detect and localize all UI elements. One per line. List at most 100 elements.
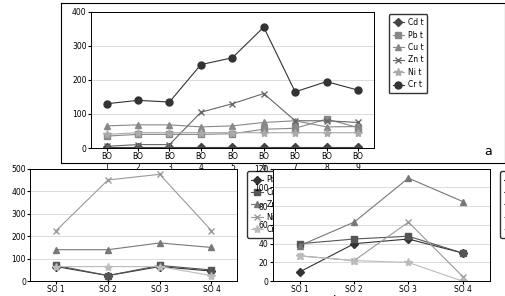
- Cd t: [229, 146, 235, 149]
- Zn t: [198, 110, 204, 114]
- Crt: [209, 274, 215, 277]
- Ni t: [167, 131, 173, 134]
- Cd t: [167, 146, 173, 149]
- Cu t: [292, 119, 298, 123]
- Nit: [53, 229, 59, 232]
- Cd t: [198, 146, 204, 149]
- Cut: [157, 264, 163, 267]
- Pb t: [229, 132, 235, 136]
- Cr d: [351, 259, 357, 262]
- Cu d: [460, 251, 466, 255]
- Cu d: [406, 234, 412, 238]
- Cut: [105, 274, 111, 277]
- Ni d: [460, 275, 466, 278]
- Line: Cd t: Cd t: [104, 144, 361, 150]
- Line: Cu t: Cu t: [104, 118, 361, 130]
- Ni t: [135, 131, 141, 134]
- Cd t: [355, 146, 361, 149]
- Ni t: [261, 131, 267, 134]
- Zn t: [261, 92, 267, 95]
- Ni d: [406, 220, 412, 224]
- Nit: [157, 173, 163, 176]
- Ni t: [229, 131, 235, 134]
- Pb t: [355, 126, 361, 129]
- Pbt: [53, 265, 59, 268]
- Zn d: [406, 176, 412, 180]
- Zn t: [292, 119, 298, 123]
- Cr d: [406, 261, 412, 264]
- Crt: [105, 265, 111, 268]
- Znt: [105, 248, 111, 252]
- Cut: [53, 264, 59, 267]
- Zn t: [167, 143, 173, 146]
- Ni d: [351, 259, 357, 262]
- Cr t: [198, 63, 204, 66]
- Text: a: a: [484, 145, 492, 158]
- Line: Ni t: Ni t: [103, 128, 362, 139]
- Cu t: [198, 125, 204, 129]
- Ni t: [324, 131, 330, 134]
- Pbt: [105, 274, 111, 277]
- Line: Pb t: Pb t: [104, 116, 361, 139]
- Cr t: [229, 56, 235, 59]
- Ni t: [104, 133, 110, 136]
- Pb d: [406, 237, 412, 241]
- Cu d: [351, 237, 357, 241]
- Pb t: [167, 133, 173, 136]
- Cr t: [355, 88, 361, 92]
- Crt: [157, 265, 163, 268]
- Cr t: [104, 102, 110, 106]
- Pb t: [135, 133, 141, 136]
- Pb t: [198, 133, 204, 136]
- Line: Ni d: Ni d: [296, 219, 466, 280]
- Cd t: [104, 146, 110, 149]
- Line: Zn d: Zn d: [297, 175, 466, 248]
- Pb d: [351, 242, 357, 245]
- Cr t: [135, 99, 141, 102]
- Line: Cu d: Cu d: [297, 234, 466, 256]
- Line: Nit: Nit: [53, 171, 215, 234]
- Znt: [53, 248, 59, 252]
- Cu t: [135, 123, 141, 127]
- Ni d: [297, 254, 303, 258]
- Zn d: [297, 244, 303, 247]
- Cr d: [297, 254, 303, 258]
- Ni t: [198, 131, 204, 134]
- Znt: [157, 241, 163, 245]
- Cu t: [261, 121, 267, 124]
- Zn t: [229, 102, 235, 106]
- Text: b: b: [333, 295, 341, 296]
- Znt: [209, 246, 215, 249]
- Nit: [209, 229, 215, 232]
- Zn d: [351, 220, 357, 224]
- Cr t: [167, 100, 173, 104]
- Zn t: [135, 143, 141, 146]
- Line: Pbt: Pbt: [54, 264, 214, 278]
- Legend: Pbt, Cut, Znt, Nit, Crt: Pbt, Cut, Znt, Nit, Crt: [247, 171, 283, 238]
- Line: Zn t: Zn t: [103, 90, 362, 150]
- Cu t: [167, 123, 173, 127]
- Line: Znt: Znt: [54, 240, 214, 252]
- Pb t: [292, 126, 298, 130]
- Pbt: [209, 269, 215, 273]
- Cu d: [297, 242, 303, 245]
- Pb d: [460, 251, 466, 255]
- Cu t: [104, 124, 110, 128]
- Cut: [209, 268, 215, 272]
- Legend: Pb d, Cu d, Zn d, Ni d, Cr d: Pb d, Cu d, Zn d, Ni d, Cr d: [500, 171, 505, 238]
- Pb t: [261, 128, 267, 131]
- Cu t: [355, 125, 361, 128]
- Line: Cr t: Cr t: [103, 24, 362, 107]
- Cd t: [324, 146, 330, 149]
- Zn t: [355, 121, 361, 124]
- Line: Pb d: Pb d: [297, 236, 466, 275]
- Cd t: [135, 146, 141, 149]
- Legend: Cd t, Pb t, Cu t, Zn t, Ni t, Cr t: Cd t, Pb t, Cu t, Zn t, Ni t, Cr t: [389, 14, 427, 93]
- Cd t: [261, 146, 267, 149]
- Zn t: [324, 119, 330, 123]
- Ni t: [292, 131, 298, 134]
- Crt: [53, 265, 59, 268]
- Zn d: [460, 200, 466, 203]
- Cr t: [324, 80, 330, 83]
- Pb d: [297, 270, 303, 274]
